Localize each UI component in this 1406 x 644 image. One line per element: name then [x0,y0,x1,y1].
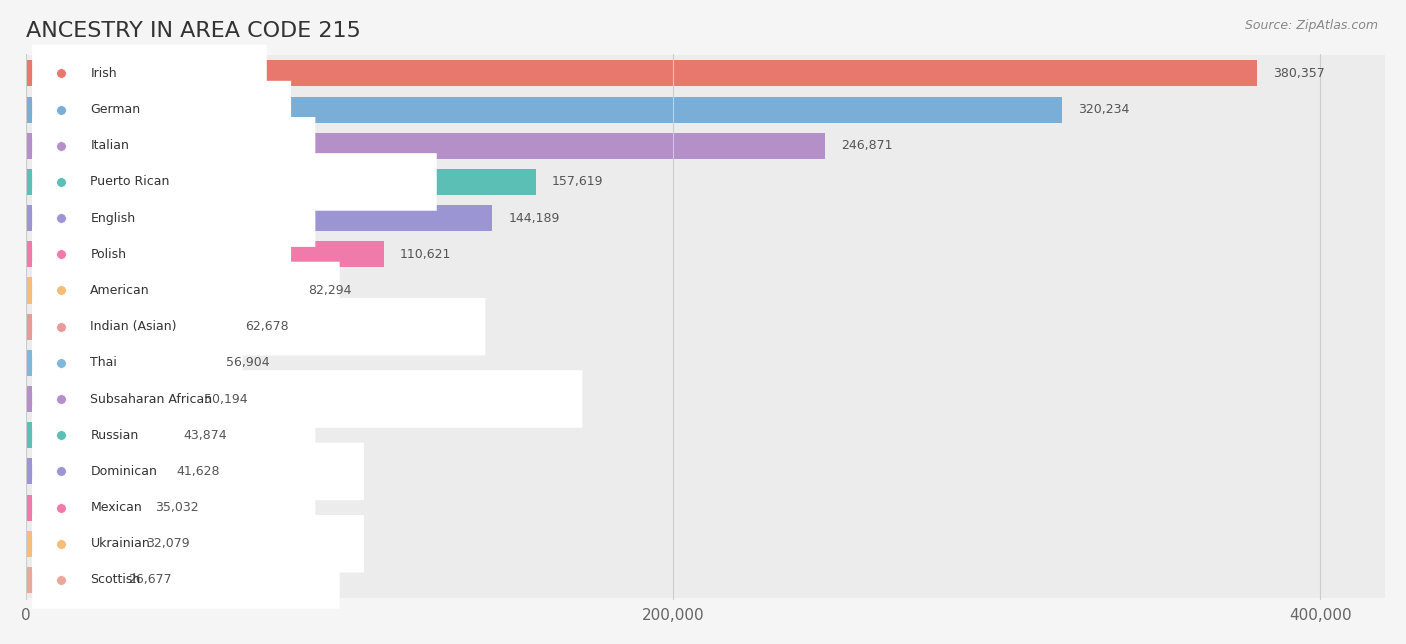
Bar [25,128,1385,164]
Bar [25,345,1385,381]
Bar [25,242,384,267]
FancyBboxPatch shape [32,261,340,319]
FancyBboxPatch shape [32,298,485,355]
FancyBboxPatch shape [32,406,315,464]
Text: 246,871: 246,871 [841,139,893,152]
Bar [25,97,1062,122]
Bar [25,422,167,448]
Text: 50,194: 50,194 [204,393,247,406]
Bar [25,381,1385,417]
FancyBboxPatch shape [32,153,437,211]
Bar [25,91,1385,128]
Bar [25,350,209,376]
Text: 110,621: 110,621 [399,248,451,261]
FancyBboxPatch shape [32,117,315,175]
Bar [25,164,1385,200]
Bar [25,417,1385,453]
Bar [25,272,1385,308]
Text: Dominican: Dominican [90,465,157,478]
Text: Thai: Thai [90,356,117,370]
Text: 320,234: 320,234 [1078,103,1130,116]
FancyBboxPatch shape [32,370,582,428]
Text: 26,677: 26,677 [128,573,172,587]
Text: 157,619: 157,619 [553,175,603,189]
Text: Source: ZipAtlas.com: Source: ZipAtlas.com [1244,19,1378,32]
Bar [25,169,536,195]
Text: Mexican: Mexican [90,501,142,514]
Text: 82,294: 82,294 [308,284,352,297]
Text: Indian (Asian): Indian (Asian) [90,320,177,333]
Bar [25,526,1385,562]
Text: Russian: Russian [90,429,139,442]
Text: German: German [90,103,141,116]
FancyBboxPatch shape [32,478,315,536]
Bar [25,308,1385,345]
Bar [25,55,1385,91]
Text: Subsaharan African: Subsaharan African [90,393,212,406]
Bar [25,200,1385,236]
Text: Scottish: Scottish [90,573,141,587]
Text: 43,874: 43,874 [184,429,228,442]
Bar [25,567,112,593]
Bar [25,489,1385,526]
Bar [25,314,229,339]
Text: 41,628: 41,628 [177,465,221,478]
Bar [25,61,1257,86]
FancyBboxPatch shape [32,551,340,609]
Text: 35,032: 35,032 [155,501,198,514]
Bar [25,386,188,412]
Bar [25,205,492,231]
Text: American: American [90,284,150,297]
Bar [25,133,825,159]
Bar [25,453,1385,489]
Bar [25,459,160,484]
Text: English: English [90,212,135,225]
Text: Irish: Irish [90,67,117,80]
Text: 144,189: 144,189 [509,212,560,225]
Bar [25,236,1385,272]
Text: 62,678: 62,678 [245,320,288,333]
Bar [25,278,292,303]
FancyBboxPatch shape [32,189,315,247]
Text: 380,357: 380,357 [1272,67,1324,80]
Text: Italian: Italian [90,139,129,152]
Text: Puerto Rican: Puerto Rican [90,175,170,189]
Bar [25,562,1385,598]
FancyBboxPatch shape [32,80,291,138]
FancyBboxPatch shape [32,515,364,573]
Text: Ukrainian: Ukrainian [90,537,150,550]
Text: ANCESTRY IN AREA CODE 215: ANCESTRY IN AREA CODE 215 [25,21,360,41]
Text: 56,904: 56,904 [226,356,270,370]
Bar [25,495,139,520]
FancyBboxPatch shape [32,442,364,500]
Text: 32,079: 32,079 [146,537,190,550]
FancyBboxPatch shape [32,334,242,392]
Bar [25,531,129,557]
FancyBboxPatch shape [32,225,291,283]
Text: Polish: Polish [90,248,127,261]
FancyBboxPatch shape [32,44,267,102]
